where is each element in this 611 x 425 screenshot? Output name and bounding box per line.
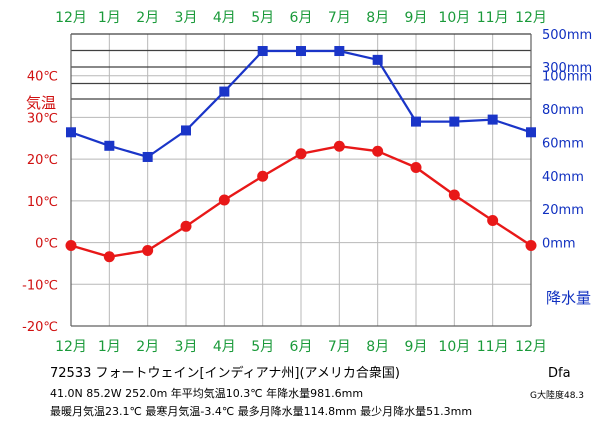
climate-classification: Dfa: [548, 366, 571, 381]
precipitation-tick-label: 80mm: [542, 103, 584, 118]
month-label: 12月: [515, 339, 547, 355]
precipitation-point: [334, 46, 345, 57]
precipitation-tick-label: 300mm: [542, 61, 592, 76]
temperature-tick-label: 30℃: [27, 111, 58, 126]
precipitation-point: [526, 127, 536, 138]
precipitation-tick-label: 20mm: [542, 203, 584, 218]
precipitation-point: [372, 54, 383, 65]
chart-grid: [70, 33, 532, 327]
bottom-month-labels: 12月 1月 2月 3月 4月 5月 6月 7月 8月 9月 10月 11月 12月: [55, 339, 547, 355]
month-label: 7月: [328, 10, 351, 26]
precipitation-tick-label: 40mm: [542, 170, 584, 185]
temperature-tick-label: -10℃: [22, 278, 58, 293]
temperature-point: [372, 145, 384, 157]
precipitation-point: [449, 116, 460, 127]
precipitation-point: [411, 116, 421, 127]
precipitation-point: [487, 114, 498, 125]
precipitation-tick-label: 100mm: [542, 70, 592, 85]
precipitation-tick-label: 60mm: [542, 136, 584, 151]
min-month-precip: 最少月降水量51.3mm: [360, 405, 473, 418]
month-label: 4月: [213, 10, 236, 26]
month-label: 8月: [366, 339, 389, 355]
month-label: 7月: [328, 339, 351, 355]
month-label: 4月: [213, 339, 236, 355]
series-layer: [65, 46, 537, 263]
precipitation-tick-labels: 100mm 80mm 60mm 40mm 20mm 0mm 500mm 300mm: [542, 28, 592, 252]
precipitation-tick-label: 500mm: [542, 28, 592, 43]
precipitation-point: [257, 46, 268, 57]
precipitation-point: [104, 140, 115, 151]
month-label: 12月: [515, 10, 547, 26]
month-label: 10月: [438, 10, 470, 26]
temperature-point: [333, 140, 345, 152]
coldest-month-temp: 最寒月気温-3.4℃: [145, 405, 235, 418]
month-label: 12月: [55, 10, 87, 26]
station-stats-line-1: 41.0N 85.2W 252.0m 年平均気温10.3℃ 年降水量981.6m…: [50, 385, 363, 401]
month-label: 1月: [98, 339, 121, 355]
temperature-point: [295, 148, 307, 160]
temperature-tick-labels: 40℃ 30℃ 20℃ 10℃ 0℃ -10℃ -20℃: [22, 70, 58, 335]
temperature-point: [487, 214, 499, 226]
temperature-point: [180, 220, 192, 232]
temperature-point: [257, 170, 269, 182]
temperature-tick-label: 10℃: [27, 195, 58, 210]
precipitation-axis-title: 降水量: [546, 289, 591, 307]
temperature-point: [525, 239, 537, 251]
max-month-precip: 最多月降水量114.8mm: [237, 405, 357, 418]
temperature-tick-label: 0℃: [35, 237, 58, 252]
month-label: 11月: [477, 10, 509, 26]
month-label: 5月: [251, 10, 274, 26]
month-label: 2月: [136, 10, 159, 26]
station-coords: 41.0N 85.2W 252.0m: [50, 387, 168, 400]
precipitation-point: [181, 125, 191, 136]
temperature-tick-label: -20℃: [22, 320, 58, 335]
temperature-tick-label: 40℃: [27, 70, 58, 85]
month-label: 5月: [251, 339, 274, 355]
station-title: 72533 フォートウェイン[インディアナ州](アメリカ合衆国): [50, 366, 400, 381]
month-label: 9月: [405, 10, 428, 26]
annual-temperature: 年平均気温10.3℃: [170, 387, 263, 400]
month-label: 12月: [55, 339, 87, 355]
temperature-point: [448, 189, 460, 201]
month-label: 8月: [366, 10, 389, 26]
precipitation-point: [219, 86, 230, 97]
temperature-point: [142, 244, 154, 256]
top-month-labels: 12月 1月 2月 3月 4月 5月 6月 7月 8月 9月 10月 11月 12月: [55, 10, 547, 26]
month-label: 1月: [98, 10, 121, 26]
precipitation-point: [66, 127, 76, 138]
month-label: 9月: [405, 339, 428, 355]
month-label: 11月: [477, 339, 509, 355]
month-label: 3月: [175, 339, 198, 355]
month-label: 2月: [136, 339, 159, 355]
temperature-point: [410, 161, 422, 173]
temperature-point: [103, 251, 115, 263]
temperature-axis-title: 気温: [26, 94, 56, 112]
month-label: 3月: [175, 10, 198, 26]
temperature-tick-label: 20℃: [27, 153, 58, 168]
warmest-month-temp: 最暖月気温23.1℃: [50, 405, 142, 418]
month-label: 10月: [438, 339, 470, 355]
precipitation-point: [296, 46, 306, 57]
month-label: 6月: [290, 339, 313, 355]
precipitation-tick-label: 0mm: [542, 237, 576, 252]
annual-precipitation: 年降水量981.6mm: [266, 387, 364, 400]
temperature-point: [218, 194, 230, 206]
station-stats-line-2: 最暖月気温23.1℃ 最寒月気温-3.4℃ 最多月降水量114.8mm 最少月降…: [50, 403, 472, 419]
precipitation-point: [142, 151, 153, 162]
continentality-index: G大陸度48.3: [530, 391, 585, 401]
month-label: 6月: [290, 10, 313, 26]
temperature-point: [65, 239, 77, 251]
